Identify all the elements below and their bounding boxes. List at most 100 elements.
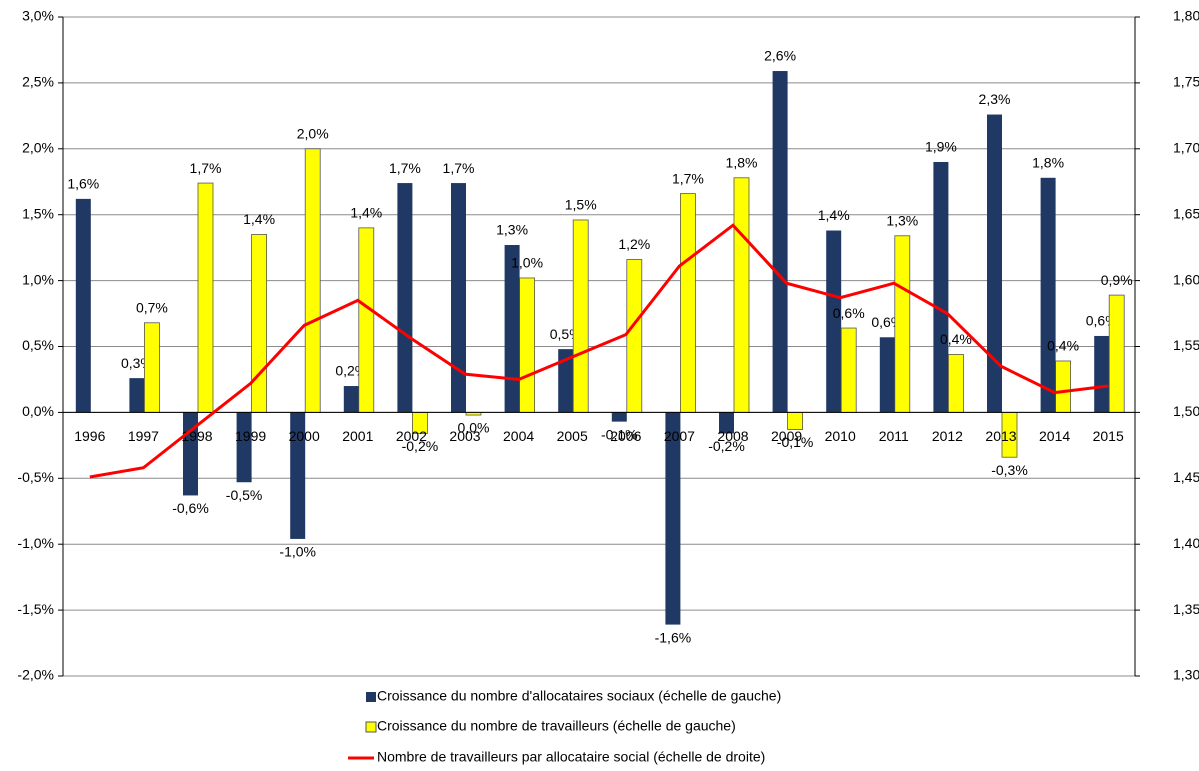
- y2-tick-label: 1,30: [1173, 667, 1199, 683]
- bar: [879, 337, 895, 413]
- y2-tick-label: 1,55: [1173, 337, 1199, 353]
- data-label: 1,9%: [925, 139, 957, 155]
- bar: [787, 411, 803, 430]
- x-tick-label: 2010: [825, 428, 856, 444]
- x-tick-label: 2000: [289, 428, 320, 444]
- legend-label: Croissance du nombre de travailleurs (éc…: [377, 718, 736, 734]
- bar: [572, 219, 589, 413]
- y2-tick-label: 1,60: [1173, 271, 1199, 287]
- bar: [626, 259, 643, 413]
- legend-marker: [366, 692, 376, 702]
- data-label: 1,2%: [618, 236, 650, 252]
- bar: [680, 193, 696, 413]
- x-tick-label: 2004: [503, 428, 534, 444]
- x-tick-label: 2002: [396, 428, 427, 444]
- bar: [665, 412, 681, 625]
- x-tick-label: 2006: [610, 428, 641, 444]
- bar: [304, 148, 321, 413]
- y2-tick-label: 1,80: [1173, 8, 1199, 24]
- data-label: 0,6%: [833, 305, 865, 321]
- y-tick-label: 3,0%: [22, 8, 54, 24]
- bar: [1040, 177, 1056, 413]
- x-tick-label: 2003: [449, 428, 480, 444]
- data-label: 0,4%: [1047, 338, 1079, 354]
- y2-tick-label: 1,45: [1173, 469, 1199, 485]
- bar: [826, 230, 842, 413]
- bar: [558, 349, 574, 413]
- data-label: 0,4%: [940, 331, 972, 347]
- x-tick-label: 1999: [235, 428, 266, 444]
- bar: [840, 327, 857, 413]
- y-tick-label: 0,5%: [22, 337, 54, 353]
- legend-label: Nombre de travailleurs par allocataire s…: [377, 749, 765, 765]
- data-label: 1,3%: [496, 222, 528, 238]
- data-label: 1,7%: [672, 170, 704, 186]
- bar: [358, 227, 375, 413]
- data-label: 1,6%: [67, 176, 99, 192]
- bar: [236, 412, 252, 483]
- bar: [197, 182, 214, 413]
- bar: [1055, 360, 1071, 413]
- legend-marker: [365, 721, 377, 733]
- data-label: 1,4%: [243, 211, 275, 227]
- data-label: -0,2%: [708, 438, 745, 454]
- data-label: 1,3%: [886, 212, 918, 228]
- bar: [948, 354, 964, 413]
- x-tick-label: 2001: [342, 428, 373, 444]
- bar: [987, 114, 1002, 413]
- data-label: 0,0%: [458, 420, 490, 436]
- bar: [451, 183, 466, 413]
- data-label: 0,7%: [136, 299, 168, 315]
- x-tick-label: 1997: [128, 428, 159, 444]
- data-label: 2,0%: [297, 126, 329, 142]
- y2-tick-label: 1,35: [1173, 601, 1199, 617]
- bar: [933, 161, 949, 413]
- data-label: 1,7%: [190, 160, 222, 176]
- x-tick-label: 1996: [74, 428, 105, 444]
- data-label: 1,4%: [818, 207, 850, 223]
- bar: [519, 277, 535, 413]
- bar: [290, 412, 306, 539]
- bar: [504, 245, 520, 413]
- bar: [1108, 294, 1125, 413]
- data-label: -0,1%: [777, 434, 814, 450]
- y-tick-label: -2,0%: [17, 667, 54, 683]
- data-label: -0,6%: [172, 500, 209, 516]
- x-tick-label: 2013: [985, 428, 1016, 444]
- y-tick-label: 2,0%: [22, 140, 54, 156]
- legend-label: Croissance du nombre d'allocataires soci…: [377, 688, 781, 704]
- bar: [611, 412, 627, 422]
- y-tick-label: 0,0%: [22, 403, 54, 419]
- y-tick-label: -1,0%: [17, 535, 54, 551]
- bar: [772, 71, 788, 413]
- x-tick-label: 1998: [181, 428, 212, 444]
- bar: [143, 322, 160, 413]
- y2-tick-label: 1,65: [1173, 205, 1199, 221]
- data-label: 2,3%: [979, 91, 1011, 107]
- y2-tick-label: 1,50: [1173, 403, 1199, 419]
- data-label: 2,6%: [764, 48, 796, 64]
- x-tick-label: 2009: [771, 428, 802, 444]
- y-tick-label: -1,5%: [17, 601, 54, 617]
- data-label: -0,5%: [226, 487, 263, 503]
- x-tick-label: 2007: [664, 428, 695, 444]
- data-label: 1,8%: [726, 154, 758, 170]
- bar: [397, 183, 413, 413]
- data-label: -0,3%: [991, 462, 1028, 478]
- y-tick-label: 1,0%: [22, 271, 54, 287]
- data-label: 1,4%: [350, 205, 382, 221]
- x-tick-label: 2012: [932, 428, 963, 444]
- x-tick-label: 2011: [879, 428, 909, 444]
- x-tick-label: 2008: [717, 428, 748, 444]
- data-label: -0,1%: [601, 426, 638, 442]
- data-label: 1,7%: [443, 160, 475, 176]
- y-tick-label: 1,5%: [22, 205, 54, 221]
- data-label: 1,7%: [389, 160, 421, 176]
- bar: [129, 378, 145, 413]
- bar: [719, 412, 734, 434]
- y-tick-label: 2,5%: [22, 74, 54, 90]
- x-tick-label: 2005: [557, 428, 588, 444]
- line: [89, 223, 1109, 479]
- y2-tick-label: 1,40: [1173, 535, 1199, 551]
